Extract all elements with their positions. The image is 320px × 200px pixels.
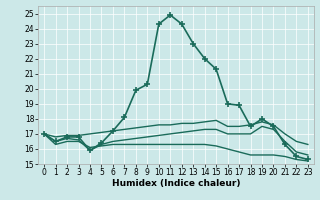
X-axis label: Humidex (Indice chaleur): Humidex (Indice chaleur) [112,179,240,188]
